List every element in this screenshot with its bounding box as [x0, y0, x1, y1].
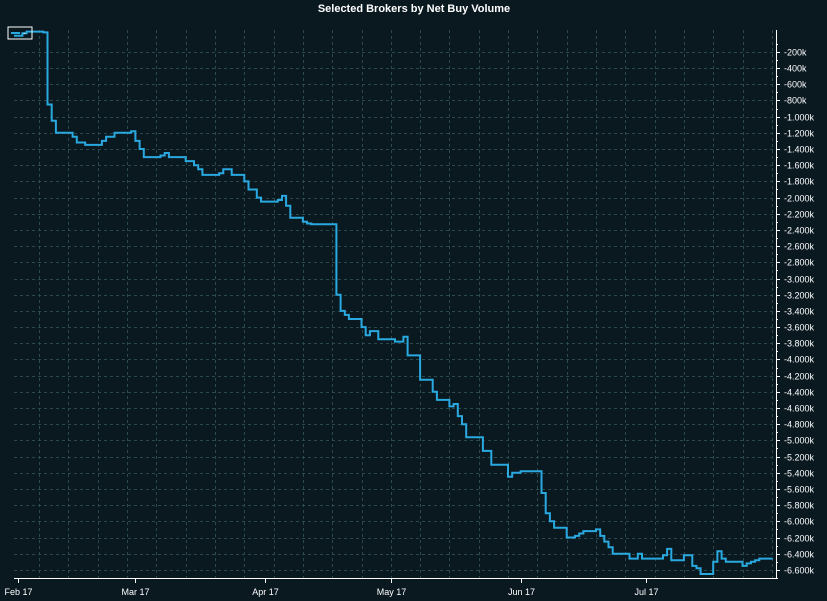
series-layer	[14, 30, 773, 575]
y-tick-label: -5.600k	[784, 485, 815, 495]
x-tick-label: Mar 17	[121, 587, 149, 597]
chart-title: Selected Brokers by Net Buy Volume	[318, 3, 510, 15]
y-tick-label: -200k	[784, 48, 807, 58]
y-tick-label: -6.600k	[784, 566, 815, 576]
legend-label: -	[23, 28, 26, 38]
x-tick-label: Jun 17	[508, 587, 535, 597]
y-tick-label: -4.800k	[784, 420, 815, 430]
y-tick-label: -3.600k	[784, 323, 815, 333]
y-tick-label: -3.800k	[784, 339, 815, 349]
y-tick-label: -1.000k	[784, 113, 815, 123]
y-tick-label: -1.600k	[784, 161, 815, 171]
axes: -200k -400k -600k -800k -1.000k -1.200k -1.400…	[4, 30, 815, 597]
y-tick-label: -1.800k	[784, 177, 815, 187]
y-tick-label: -6.000k	[784, 517, 815, 527]
series-line	[14, 30, 773, 575]
y-tick-label: -2.600k	[784, 242, 815, 252]
y-tick-label: -3.000k	[784, 275, 815, 285]
y-tick-label: -5.400k	[784, 469, 815, 479]
y-tick-label: -4.400k	[784, 388, 815, 398]
y-tick-label: -2.400k	[784, 226, 815, 236]
y-tick-label: -1.400k	[784, 145, 815, 155]
y-tick-label: -600k	[784, 80, 807, 90]
y-tick-label: -4.000k	[784, 355, 815, 365]
y-tick-label: -6.200k	[784, 534, 815, 544]
legend[interactable]: -	[7, 26, 33, 40]
y-tick-label: -2.800k	[784, 258, 815, 268]
x-tick-label: Jul 17	[634, 587, 658, 597]
y-tick-label: -4.600k	[784, 404, 815, 414]
y-tick-label: -6.400k	[784, 550, 815, 560]
y-tick-label: -2.000k	[784, 194, 815, 204]
legend-box	[7, 26, 33, 40]
y-tick-label: -5.200k	[784, 453, 815, 463]
y-tick-label: -5.000k	[784, 436, 815, 446]
y-tick-label: -5.800k	[784, 501, 815, 511]
x-tick-label: May 17	[377, 587, 407, 597]
y-tick-label: -1.200k	[784, 129, 815, 139]
y-tick-label: -3.200k	[784, 291, 815, 301]
y-tick-label: -2.200k	[784, 210, 815, 220]
x-tick-label: Feb 17	[4, 587, 32, 597]
y-tick-label: -400k	[784, 64, 807, 74]
y-tick-label: -800k	[784, 96, 807, 106]
y-tick-label: -3.400k	[784, 307, 815, 317]
grid	[14, 30, 776, 578]
y-tick-label: -4.200k	[784, 372, 815, 382]
x-tick-label: Apr 17	[252, 587, 279, 597]
